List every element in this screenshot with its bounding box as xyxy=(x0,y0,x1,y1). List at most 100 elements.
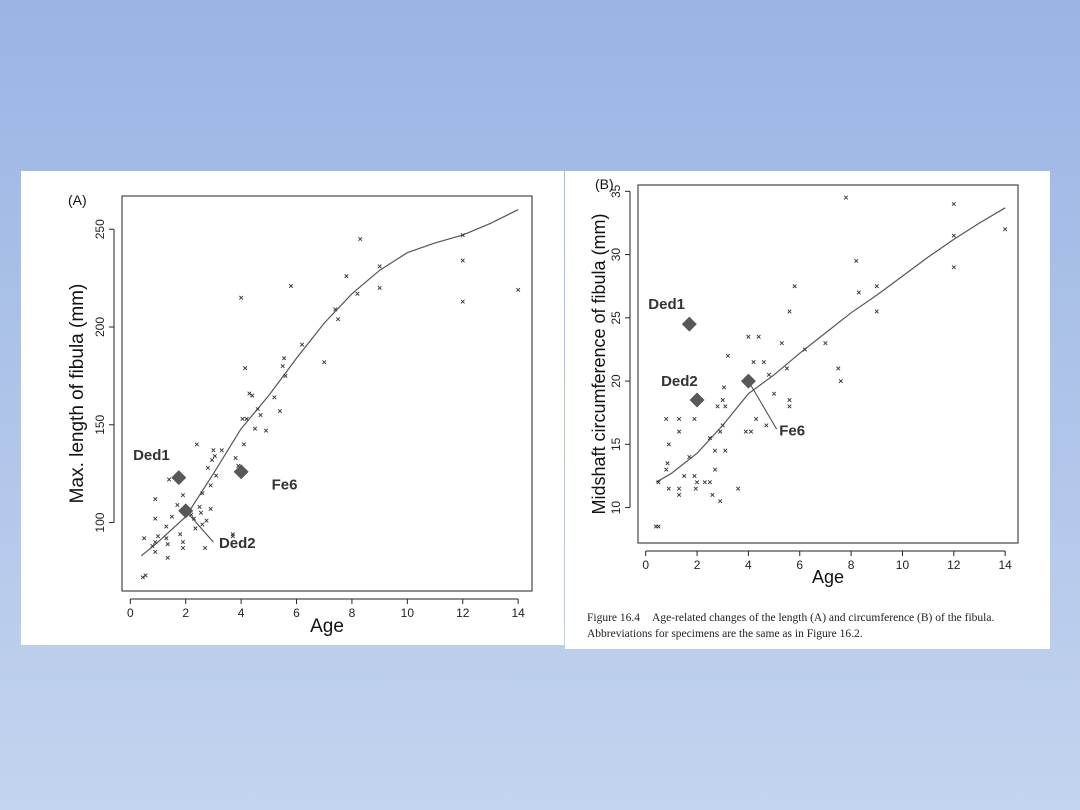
data-point xyxy=(712,467,718,472)
chart-a-svg: 0 2 4 6 8 10 12 14 Age 100 150 200 250 Max. length of… xyxy=(67,192,533,637)
data-point xyxy=(664,416,669,422)
trend-line xyxy=(141,209,519,557)
data-point xyxy=(258,412,263,418)
y-tick-label: 15 xyxy=(609,437,623,451)
data-point xyxy=(377,285,382,291)
data-point xyxy=(460,232,465,238)
chart-panel-a: 0 2 4 6 8 10 12 14 Age 100 150 200 250 Max. length of… xyxy=(21,171,564,645)
data-point xyxy=(166,477,172,482)
y-tick-label: 35 xyxy=(609,184,623,198)
data-point xyxy=(720,423,725,428)
x-tick-label: 6 xyxy=(796,558,803,572)
specimen-marker-fe6 xyxy=(740,373,756,389)
data-point xyxy=(140,575,145,580)
y-tick-label: 20 xyxy=(609,374,623,388)
x-tick-label: 14 xyxy=(511,606,525,620)
data-point xyxy=(219,448,224,453)
data-point xyxy=(377,264,382,269)
data-point xyxy=(322,360,327,365)
y-axis-label: Max. length of fibula (mm) xyxy=(67,284,88,504)
y-tick-label: 25 xyxy=(609,311,623,325)
data-point xyxy=(153,516,158,521)
data-point xyxy=(169,514,174,519)
data-point xyxy=(165,541,170,547)
caption-label: Figure 16.4 xyxy=(587,612,641,624)
data-point xyxy=(208,506,213,511)
data-point xyxy=(725,353,730,358)
data-point xyxy=(665,461,670,466)
data-point xyxy=(200,491,205,496)
data-point xyxy=(854,258,859,264)
y-tick-label: 150 xyxy=(93,414,107,434)
specimen-marker-ded2 xyxy=(689,392,705,408)
data-point xyxy=(233,455,238,461)
data-point xyxy=(252,426,258,431)
data-point xyxy=(143,573,148,578)
data-point xyxy=(200,522,205,527)
data-point xyxy=(240,416,245,422)
x-tick-label: 0 xyxy=(127,606,134,620)
data-point xyxy=(288,283,294,289)
data-point xyxy=(272,395,277,400)
data-point xyxy=(761,359,766,365)
data-point xyxy=(707,480,713,485)
chart-b-svg: 0 2 4 6 8 10 12 14 Age 10 15 20 25 30 35 Midshaft circu… xyxy=(589,176,1019,587)
data-point xyxy=(779,341,784,346)
data-point xyxy=(666,486,671,491)
plot-frame xyxy=(121,195,533,592)
data-point xyxy=(751,359,756,365)
data-point xyxy=(746,334,751,339)
data-point xyxy=(250,393,255,398)
data-point xyxy=(280,364,285,369)
data-point xyxy=(214,473,219,478)
data-point xyxy=(247,391,252,396)
data-point xyxy=(682,473,687,479)
plot-frame xyxy=(637,184,1019,544)
data-point xyxy=(205,465,210,470)
data-point xyxy=(715,404,720,409)
data-point xyxy=(856,290,861,295)
data-point xyxy=(212,453,217,459)
data-point xyxy=(823,341,828,346)
data-point xyxy=(204,518,209,523)
data-point xyxy=(787,404,792,409)
data-point xyxy=(211,448,216,453)
data-point xyxy=(299,342,305,347)
figure-caption: Figure 16.4 Age-related changes of the le… xyxy=(587,611,1047,642)
data-point xyxy=(355,291,360,296)
caption-text: Age-related changes of the length (A) an… xyxy=(587,612,995,640)
specimen-label-fe6: Fe6 xyxy=(272,476,298,493)
data-point xyxy=(676,416,682,422)
y-tick-label: 250 xyxy=(93,219,107,239)
data-point xyxy=(194,442,199,447)
data-point xyxy=(692,473,697,479)
y-tick-label: 10 xyxy=(609,501,623,515)
specimen-label-ded1: Ded1 xyxy=(133,447,170,464)
data-point xyxy=(721,385,727,390)
data-point xyxy=(193,526,198,531)
data-point xyxy=(165,555,170,560)
data-point xyxy=(664,467,669,472)
data-point xyxy=(951,233,956,238)
data-point xyxy=(874,309,879,314)
data-point xyxy=(951,265,956,270)
data-point xyxy=(1003,227,1008,232)
data-point xyxy=(460,299,465,304)
data-point xyxy=(335,317,341,322)
data-point xyxy=(723,448,728,453)
data-point xyxy=(244,416,249,422)
data-point xyxy=(694,480,700,485)
data-point xyxy=(707,435,713,441)
x-axis-label: Age xyxy=(310,616,344,637)
specimen-marker-fe6 xyxy=(233,464,249,480)
data-point xyxy=(718,429,723,434)
data-point xyxy=(687,454,692,460)
x-tick-label: 4 xyxy=(238,606,245,620)
data-point xyxy=(676,486,682,491)
data-point xyxy=(164,524,169,529)
data-point xyxy=(666,442,671,447)
data-point xyxy=(175,502,180,508)
specimen-label-ded2: Ded2 xyxy=(661,373,698,390)
x-tick-label: 2 xyxy=(182,606,189,620)
data-point xyxy=(787,397,792,403)
